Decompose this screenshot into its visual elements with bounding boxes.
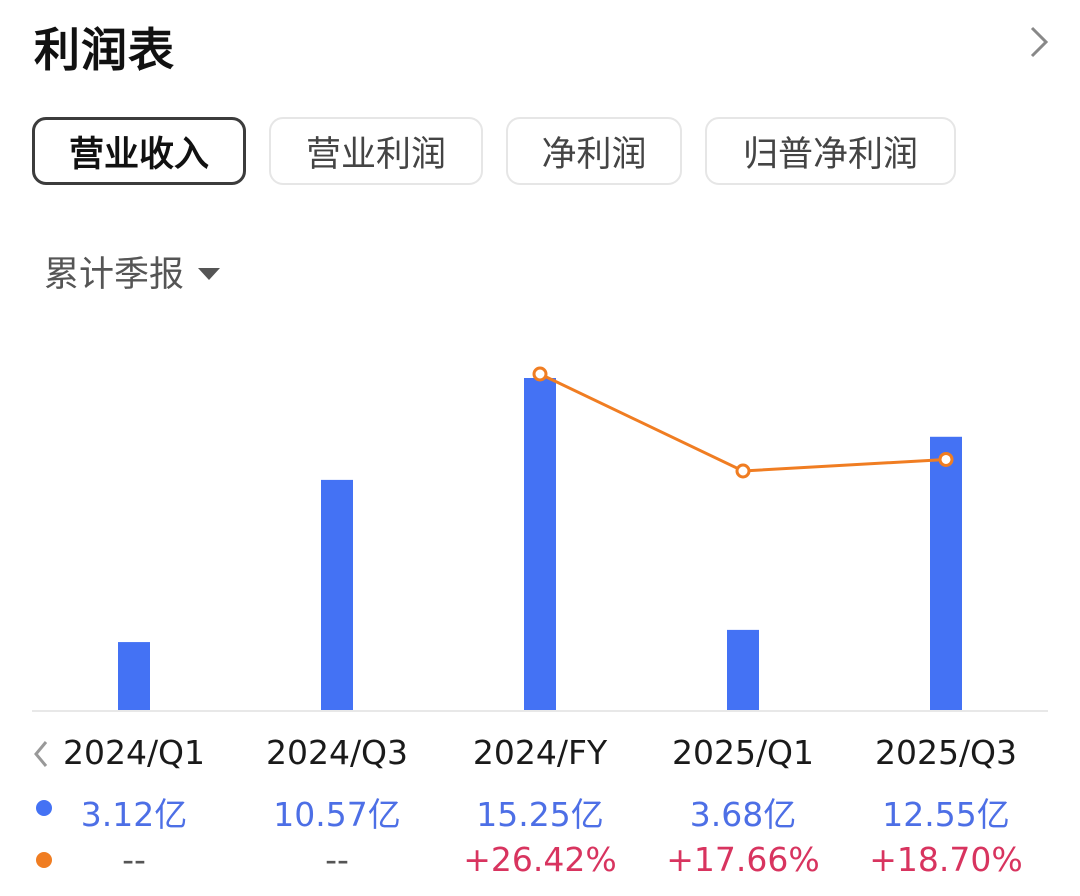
revenue-value-label: 15.25亿 <box>476 795 604 834</box>
tab-operating-profit[interactable]: 营业利润 <box>269 117 483 185</box>
revenue-bar[interactable] <box>118 642 150 710</box>
tab-parent-net-profit[interactable]: 归普净利润 <box>705 117 956 185</box>
revenue-value-label: 12.55亿 <box>882 795 1010 834</box>
growth-value-label: +26.42% <box>463 840 617 879</box>
revenue-chart <box>32 366 1048 712</box>
x-tick-label: 2025/Q3 <box>874 733 1018 772</box>
page-title: 利润表 <box>34 23 175 77</box>
tab-revenue[interactable]: 营业收入 <box>32 117 246 185</box>
growth-value-label: +17.66% <box>666 840 820 879</box>
period-selector[interactable]: 累计季报 <box>44 246 221 297</box>
revenue-value-label: 10.57亿 <box>273 795 401 834</box>
chevron-right-icon[interactable] <box>1024 24 1054 60</box>
growth-value-label: +18.70% <box>869 840 1023 879</box>
revenue-bar[interactable] <box>321 479 353 710</box>
growth-value-label: -- <box>122 840 146 879</box>
growth-line <box>539 372 947 473</box>
revenue-bar[interactable] <box>727 629 759 710</box>
growth-point[interactable] <box>938 451 954 467</box>
growth-value-label: -- <box>325 840 349 879</box>
caret-down-icon <box>198 267 221 280</box>
x-tick-label: 2024/Q1 <box>62 733 206 772</box>
x-tick-label: 2024/FY <box>472 733 608 772</box>
growth-point[interactable] <box>532 366 548 382</box>
legend-marker-bar <box>36 800 52 816</box>
period-selector-label: 累计季报 <box>44 255 185 295</box>
x-tick-label: 2024/Q3 <box>265 733 409 772</box>
x-tick-label: 2025/Q1 <box>671 733 815 772</box>
growth-point[interactable] <box>735 463 751 479</box>
revenue-value-label: 3.68亿 <box>689 795 797 834</box>
tab-net-profit[interactable]: 净利润 <box>506 117 682 185</box>
revenue-bar[interactable] <box>930 436 962 710</box>
revenue-bar[interactable] <box>524 378 556 710</box>
legend-marker-line <box>36 852 52 868</box>
chevron-left-icon[interactable] <box>30 738 52 770</box>
revenue-value-label: 3.12亿 <box>80 795 188 834</box>
